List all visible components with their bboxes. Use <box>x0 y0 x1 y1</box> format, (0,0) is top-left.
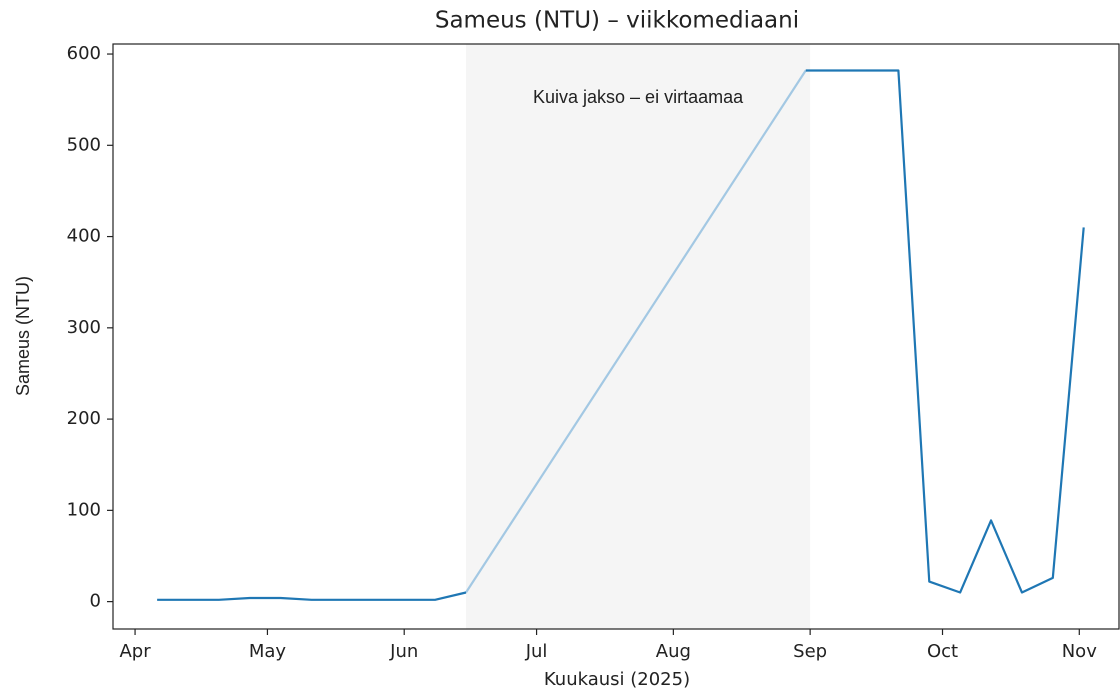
x-axis-label: Kuukausi (2025) <box>544 669 690 690</box>
x-tick-label: Nov <box>1062 641 1097 662</box>
y-axis-label: Sameus (NTU) <box>13 276 33 396</box>
y-tick-label: 100 <box>67 499 101 520</box>
y-tick-label: 400 <box>67 226 101 247</box>
x-tick-label: May <box>249 641 287 662</box>
series-line <box>157 69 1085 601</box>
x-tick-label: Apr <box>119 641 151 662</box>
series-line <box>465 69 807 594</box>
y-tick-label: 500 <box>67 134 101 155</box>
y-tick-label: 200 <box>67 408 101 429</box>
x-tick-label: Aug <box>656 641 691 662</box>
shaded-span <box>465 44 811 629</box>
plot-frame <box>112 43 1120 630</box>
chart-title: Sameus (NTU) – viikkomediaani <box>435 8 799 34</box>
y-tick-label: 0 <box>90 591 101 612</box>
y-tick-label: 300 <box>67 317 101 338</box>
x-tick-label: Sep <box>793 641 827 662</box>
x-tick-label: Oct <box>927 641 958 662</box>
y-tick-label: 600 <box>67 43 101 64</box>
x-tick-label: Jul <box>525 641 548 662</box>
annotation: Kuiva jakso – ei virtaamaa <box>533 87 744 107</box>
x-tick-label: Jun <box>389 641 418 662</box>
